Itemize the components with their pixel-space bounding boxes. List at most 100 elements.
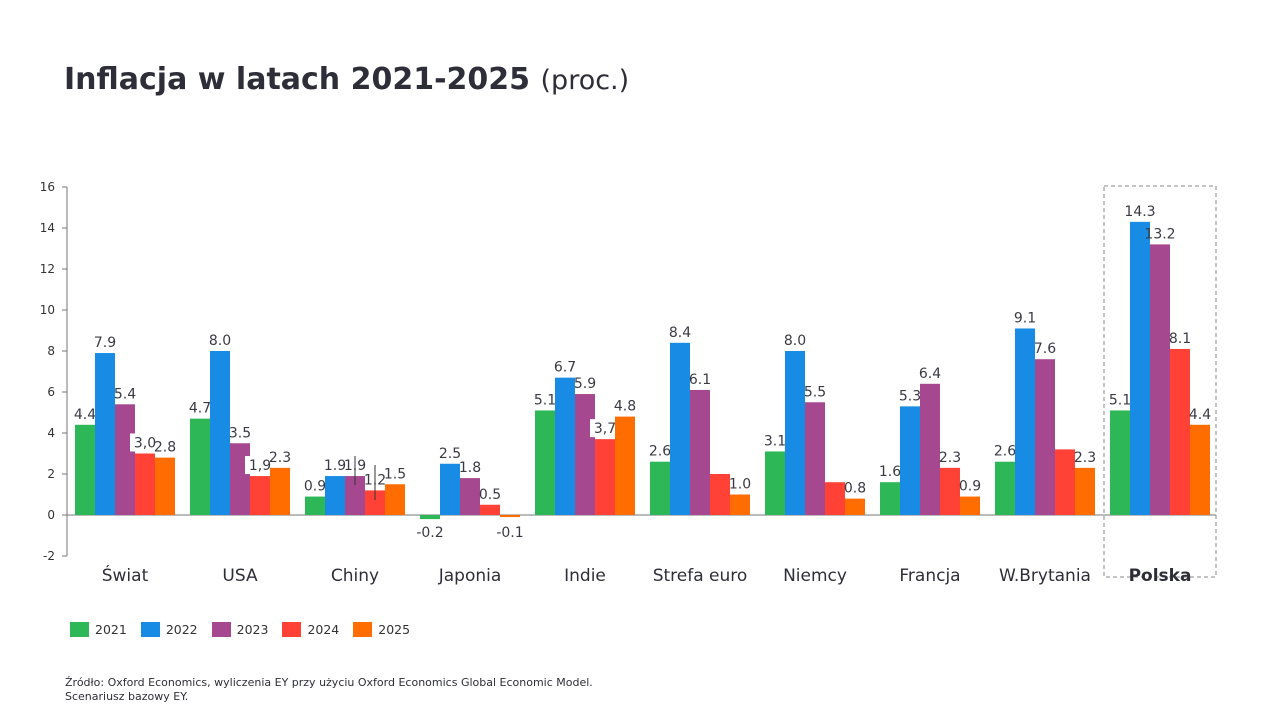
value-label: 7.6 bbox=[1034, 341, 1056, 357]
bar-2022 bbox=[95, 353, 115, 515]
value-label: 1.5 bbox=[384, 466, 406, 482]
value-label-bg bbox=[130, 433, 160, 452]
bar-2025 bbox=[960, 496, 980, 515]
bar-2021 bbox=[650, 461, 670, 515]
value-label: 5.1 bbox=[1109, 392, 1131, 408]
value-label: 7.9 bbox=[94, 335, 116, 351]
bar-2023 bbox=[115, 404, 135, 515]
category-label: Strefa euro bbox=[653, 566, 748, 586]
bar-2023 bbox=[690, 389, 710, 515]
bar-2021 bbox=[995, 461, 1015, 515]
bar-2024 bbox=[250, 476, 270, 515]
value-label: 1.9 bbox=[324, 458, 346, 474]
bar-2021 bbox=[75, 424, 95, 515]
y-tick-label: 2 bbox=[47, 467, 55, 481]
value-label: 6.1 bbox=[689, 372, 711, 388]
y-tick-label: 8 bbox=[47, 344, 55, 358]
legend-label: 2022 bbox=[165, 622, 198, 637]
value-label: 5.5 bbox=[804, 384, 826, 400]
value-label: 3.5 bbox=[229, 425, 251, 441]
value-label: 3.1 bbox=[764, 433, 786, 449]
y-tick-label: 16 bbox=[40, 180, 55, 194]
bar-2025 bbox=[615, 416, 635, 515]
legend-label: 2021 bbox=[95, 622, 127, 637]
bar-2023 bbox=[805, 402, 825, 515]
y-tick-label: -2 bbox=[43, 549, 55, 563]
bar-2023 bbox=[920, 383, 940, 515]
value-label: 0.9 bbox=[959, 479, 981, 495]
y-tick-label: 0 bbox=[47, 508, 55, 522]
value-label: -0.1 bbox=[496, 525, 523, 541]
value-label: 14.3 bbox=[1124, 204, 1155, 220]
bar-2021 bbox=[880, 482, 900, 515]
bar-2021 bbox=[1110, 410, 1130, 515]
value-label: 4.7 bbox=[189, 401, 211, 417]
bar-2022 bbox=[670, 342, 690, 515]
y-tick-label: 12 bbox=[40, 262, 55, 276]
value-label: 13.2 bbox=[1144, 226, 1175, 242]
value-label: 1.6 bbox=[879, 464, 901, 480]
value-label: 0.9 bbox=[304, 479, 326, 495]
bar-2025 bbox=[155, 457, 175, 515]
category-label: Indie bbox=[564, 566, 606, 586]
bar-2025 bbox=[845, 498, 865, 515]
category-label: W.Brytania bbox=[999, 566, 1091, 586]
y-tick-label: 4 bbox=[47, 426, 55, 440]
bar-2023 bbox=[230, 443, 250, 515]
source-line: Źródło: Oxford Economics, wyliczenia EY … bbox=[65, 676, 593, 689]
bar-2023 bbox=[575, 394, 595, 515]
value-label: 1.0 bbox=[729, 477, 751, 493]
legend-label: 2025 bbox=[378, 622, 411, 637]
value-label: 6.4 bbox=[919, 366, 941, 382]
legend-swatch bbox=[353, 622, 373, 637]
legend-item: 2021 bbox=[70, 622, 127, 637]
category-label: Polska bbox=[1129, 566, 1192, 586]
value-label: 2.6 bbox=[649, 444, 671, 460]
bar-2022 bbox=[555, 377, 575, 515]
bar-2022 bbox=[325, 476, 345, 515]
bar-2022 bbox=[1015, 328, 1035, 515]
chart-title: Inflacja w latach 2021-2025 (proc.) bbox=[64, 62, 629, 97]
value-label: 8.4 bbox=[669, 325, 691, 341]
legend-swatch bbox=[70, 622, 89, 637]
bar-2023 bbox=[1150, 244, 1170, 515]
value-label: 9.1 bbox=[1014, 310, 1036, 326]
legend-item: 2024 bbox=[282, 622, 339, 637]
value-label-bg bbox=[590, 419, 620, 438]
y-tick-label: 6 bbox=[47, 385, 55, 399]
bar-2023 bbox=[345, 476, 365, 515]
value-label: 0.8 bbox=[844, 481, 866, 497]
bar-2024 bbox=[710, 474, 730, 515]
legend-swatch bbox=[282, 622, 302, 637]
value-label: 2.3 bbox=[1074, 450, 1096, 466]
bar-2025 bbox=[1190, 424, 1210, 515]
bar-2025 bbox=[1075, 467, 1095, 515]
value-label: 2.3 bbox=[939, 450, 961, 466]
value-label: 4.4 bbox=[74, 407, 96, 423]
bar-2024 bbox=[940, 467, 960, 515]
chart-title-main: Inflacja w latach 2021-2025 bbox=[64, 62, 531, 97]
bar-2022 bbox=[210, 351, 230, 515]
bar-2024 bbox=[480, 504, 500, 515]
bar-2024 bbox=[1055, 449, 1075, 515]
legend-swatch bbox=[140, 622, 160, 637]
bar-2022 bbox=[440, 463, 460, 515]
legend: 2021 2022 2023 2024 2025 bbox=[70, 622, 410, 637]
value-label: 1,9 bbox=[249, 458, 271, 474]
bar-2021 bbox=[305, 496, 325, 515]
value-label: 4.8 bbox=[614, 399, 636, 415]
legend-label: 2023 bbox=[236, 622, 269, 637]
value-label: 2.5 bbox=[439, 446, 461, 462]
value-label: 2.6 bbox=[994, 444, 1016, 460]
bar-2024 bbox=[825, 482, 845, 515]
category-label: Niemcy bbox=[783, 566, 847, 586]
source-note: Źródło: Oxford Economics, wyliczenia EY … bbox=[65, 676, 593, 704]
bar-2025 bbox=[270, 467, 290, 515]
value-label: 5.9 bbox=[574, 376, 596, 392]
legend-label: 2024 bbox=[307, 622, 340, 637]
legend-item: 2023 bbox=[211, 622, 269, 637]
bar-2023 bbox=[1035, 359, 1055, 515]
category-label: Świat bbox=[102, 564, 149, 586]
bar-2024 bbox=[365, 490, 385, 515]
